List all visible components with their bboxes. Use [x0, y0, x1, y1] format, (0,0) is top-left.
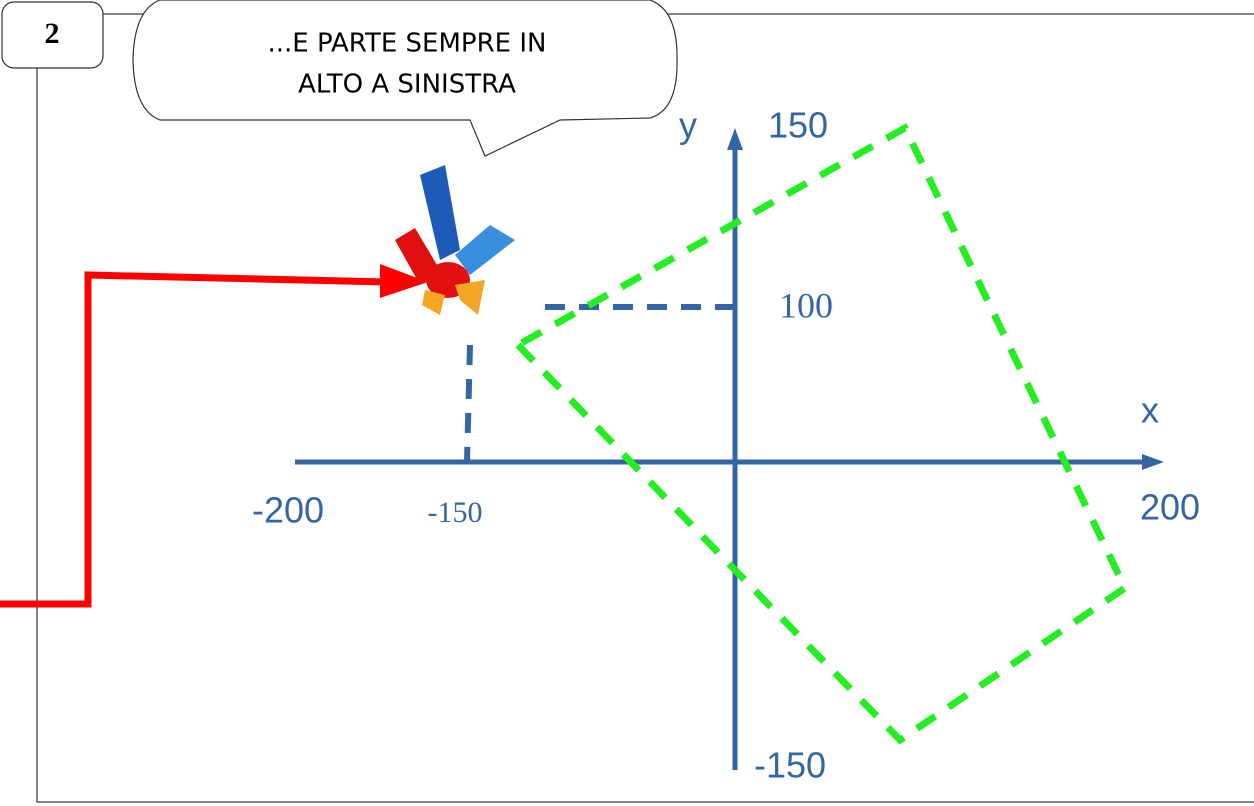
x-label: x — [1141, 390, 1159, 431]
panel-number: 2 — [45, 17, 60, 50]
parrot — [395, 165, 515, 315]
bubble-line: ...E PARTE SEMPRE IN — [268, 29, 547, 59]
axis-label: 150 — [768, 105, 828, 146]
number-box — [1, 1, 104, 69]
axis-label: -200 — [252, 490, 324, 531]
x-arrow — [1142, 454, 1164, 470]
y-label: y — [679, 105, 697, 146]
red-path — [0, 271, 386, 608]
axis-label: 100 — [779, 285, 833, 325]
y-arrow — [727, 128, 743, 150]
axis-label: -150 — [754, 745, 826, 786]
guide-dash — [464, 344, 473, 463]
green-rectangle — [512, 123, 1130, 745]
panel-frame — [36, 13, 1254, 803]
axis-label: -150 — [428, 496, 483, 529]
axis-label: 200 — [1140, 487, 1200, 528]
bubble-line: ALTO A SINISTRA — [298, 70, 516, 100]
speech-bubble — [132, 0, 678, 157]
red-arrowhead — [380, 264, 428, 298]
